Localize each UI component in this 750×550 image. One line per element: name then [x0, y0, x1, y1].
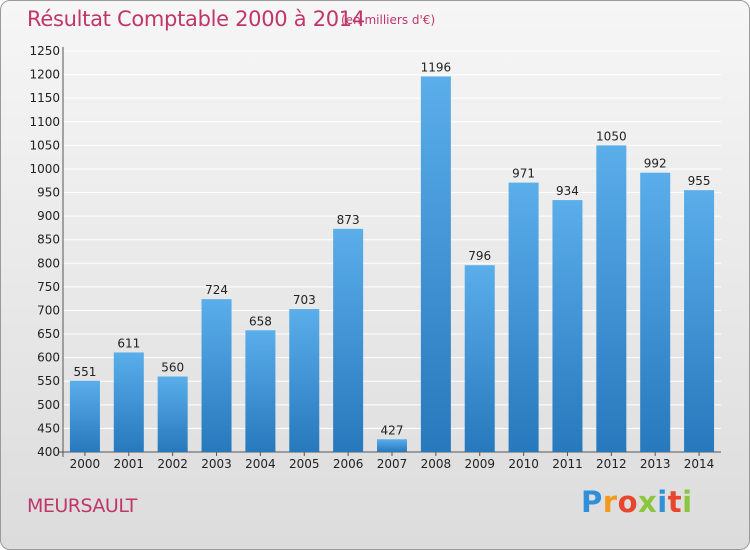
x-tick-label: 2002	[157, 457, 188, 471]
chart-subtitle: (en milliers d'€)	[341, 13, 436, 27]
y-tick-label: 1200	[29, 68, 60, 82]
y-tick-label: 900	[37, 209, 60, 223]
chart-title: Résultat Comptable 2000 à 2014	[27, 7, 365, 31]
y-tick-label: 500	[37, 398, 60, 412]
bar	[157, 376, 188, 452]
bar	[245, 330, 276, 452]
y-tick-label: 850	[37, 233, 60, 247]
x-tick-label: 2001	[114, 457, 145, 471]
x-tick-label: 2011	[552, 457, 583, 471]
x-tick-label: 2012	[596, 457, 627, 471]
y-tick-label: 700	[37, 303, 60, 317]
bar	[552, 200, 583, 452]
bar	[289, 309, 320, 452]
logo-letter: i	[682, 485, 693, 519]
proxiti-logo: Proxiti	[581, 485, 693, 519]
data-label: 560	[161, 361, 184, 375]
data-label: 703	[293, 293, 316, 307]
y-tick-label: 1150	[29, 91, 60, 105]
data-label: 1050	[596, 129, 627, 143]
bar	[640, 172, 671, 452]
y-tick-label: 600	[37, 351, 60, 365]
x-tick-label: 2007	[377, 457, 408, 471]
y-tick-label: 650	[37, 327, 60, 341]
logo-letter: r	[602, 485, 618, 519]
x-tick-label: 2010	[508, 457, 539, 471]
data-label: 971	[512, 167, 535, 181]
x-tick-label: 2013	[640, 457, 671, 471]
data-label: 873	[337, 213, 360, 227]
bar	[464, 265, 495, 452]
y-tick-label: 550	[37, 374, 60, 388]
y-tick-label: 400	[37, 445, 60, 459]
y-tick-label: 750	[37, 280, 60, 294]
y-tick-label: 800	[37, 256, 60, 270]
data-label: 611	[117, 336, 140, 350]
y-tick-label: 1050	[29, 138, 60, 152]
data-label: 658	[249, 314, 272, 328]
bar	[684, 190, 715, 452]
y-tick-label: 950	[37, 186, 60, 200]
bar	[377, 439, 407, 452]
x-tick-label: 2008	[421, 457, 452, 471]
data-label: 955	[688, 174, 711, 188]
y-tick-label: 1000	[29, 162, 60, 176]
bar	[113, 352, 144, 452]
commune-name: MEURSAULT	[27, 495, 137, 517]
logo-letter: x	[638, 485, 658, 519]
logo-letter: t	[667, 485, 683, 519]
x-tick-label: 2003	[201, 457, 232, 471]
data-label: 992	[644, 157, 667, 171]
x-tick-label: 2005	[289, 457, 320, 471]
x-tick-label: 2009	[464, 457, 495, 471]
logo-letter: i	[657, 485, 668, 519]
bar	[508, 182, 539, 452]
y-tick-label: 1100	[29, 115, 60, 129]
data-label: 427	[381, 423, 404, 437]
logo-letter: o	[617, 485, 639, 519]
x-tick-label: 2006	[333, 457, 364, 471]
bar	[333, 228, 364, 452]
bar	[420, 76, 451, 453]
y-tick-label: 450	[37, 421, 60, 435]
logo-letter: P	[581, 485, 603, 519]
x-tick-label: 2014	[684, 457, 715, 471]
x-tick-label: 2000	[70, 457, 101, 471]
data-label: 934	[556, 184, 579, 198]
bar	[69, 380, 100, 452]
y-tick-label: 1250	[29, 44, 60, 58]
bar	[201, 299, 232, 452]
x-tick-label: 2004	[245, 457, 276, 471]
data-label: 1196	[421, 60, 452, 74]
data-label: 796	[468, 249, 491, 263]
bar	[596, 145, 627, 452]
data-label: 551	[73, 365, 96, 379]
data-label: 724	[205, 283, 228, 297]
